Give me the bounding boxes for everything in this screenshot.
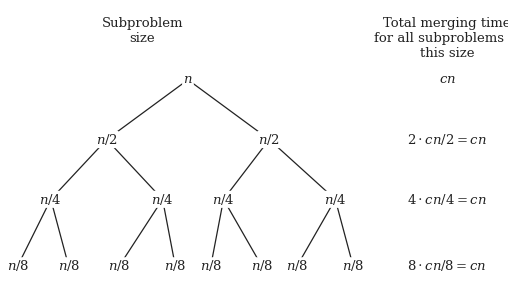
Text: $n/8$: $n/8$ bbox=[342, 258, 364, 273]
Text: $n/8$: $n/8$ bbox=[165, 258, 186, 273]
Text: $n/8$: $n/8$ bbox=[58, 258, 79, 273]
Text: $n/8$: $n/8$ bbox=[251, 258, 272, 273]
Text: $n$: $n$ bbox=[183, 73, 193, 86]
Text: $n/8$: $n/8$ bbox=[7, 258, 28, 273]
Text: $n/8$: $n/8$ bbox=[200, 258, 221, 273]
Text: $n/8$: $n/8$ bbox=[109, 258, 130, 273]
Text: $n/4$: $n/4$ bbox=[151, 192, 174, 207]
Text: $n/2$: $n/2$ bbox=[258, 132, 280, 147]
Text: Subproblem
size: Subproblem size bbox=[102, 17, 183, 45]
Text: $n/2$: $n/2$ bbox=[96, 132, 118, 147]
Text: $n/4$: $n/4$ bbox=[324, 192, 346, 207]
Text: Total merging time
for all subproblems of
this size: Total merging time for all subproblems o… bbox=[373, 17, 508, 60]
Text: $4 \cdot cn/4 = cn$: $4 \cdot cn/4 = cn$ bbox=[407, 192, 487, 207]
Text: $2 \cdot cn/2 = cn$: $2 \cdot cn/2 = cn$ bbox=[407, 132, 487, 147]
Text: $n/8$: $n/8$ bbox=[287, 258, 308, 273]
Text: $8 \cdot cn/8 = cn$: $8 \cdot cn/8 = cn$ bbox=[407, 258, 487, 273]
Text: $n/4$: $n/4$ bbox=[40, 192, 62, 207]
Text: $cn$: $cn$ bbox=[438, 73, 456, 86]
Text: $n/4$: $n/4$ bbox=[212, 192, 235, 207]
